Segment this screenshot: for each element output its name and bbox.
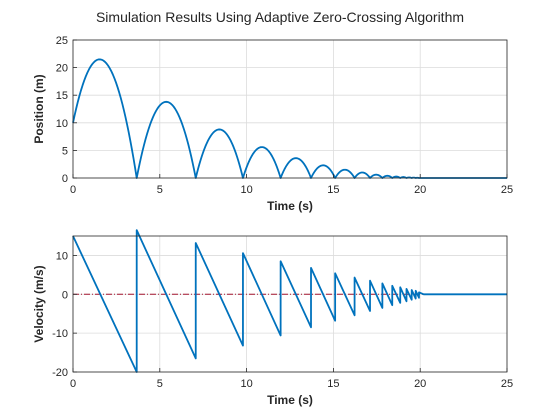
- x-tick-label: 15: [327, 184, 339, 196]
- velocity-axes-frame: [72, 235, 508, 373]
- y-tick-label: -20: [52, 367, 68, 379]
- x-tick-label: 5: [157, 184, 163, 196]
- velocity-line: [72, 229, 507, 373]
- position-x-axis-label: Time (s): [267, 199, 313, 213]
- x-tick-label: 5: [157, 378, 163, 390]
- y-tick-label: 10: [56, 250, 68, 262]
- x-tick-label: 25: [501, 378, 513, 390]
- velocity-y-axis-label: Velocity (m/s): [32, 265, 46, 342]
- y-tick-label: -10: [52, 328, 68, 340]
- x-tick-label: 20: [414, 378, 426, 390]
- x-tick-label: 10: [240, 378, 252, 390]
- velocity-subplot: 0 5 10 15 20 25 -20 -10 0 10 Time (s) Velocity (…: [32, 229, 513, 407]
- x-tick-label: 0: [70, 184, 76, 196]
- y-tick-label: 0: [62, 289, 68, 301]
- velocity-grid: [72, 236, 508, 373]
- y-tick-label: 5: [62, 145, 68, 157]
- position-y-ticks: 0 5 10 15 20 25: [56, 35, 77, 185]
- velocity-y-ticks: -20 -10 0 10: [52, 250, 77, 379]
- y-tick-label: 10: [56, 118, 68, 130]
- x-tick-label: 15: [327, 378, 339, 390]
- y-tick-label: 15: [56, 90, 68, 102]
- x-tick-label: 20: [414, 184, 426, 196]
- y-tick-label: 0: [62, 173, 68, 185]
- velocity-series: [72, 229, 507, 373]
- position-axes-frame: [72, 39, 508, 179]
- position-y-axis-label: Position (m): [32, 74, 46, 143]
- y-tick-label: 25: [56, 35, 68, 47]
- y-tick-label: 20: [56, 63, 68, 75]
- x-tick-label: 10: [240, 184, 252, 196]
- position-line: [72, 58, 507, 179]
- position-x-ticks: 0 5 10 15 20 25: [70, 174, 513, 196]
- position-series: [72, 58, 507, 179]
- x-tick-label: 25: [501, 184, 513, 196]
- velocity-x-ticks: 0 5 10 15 20 25: [70, 368, 513, 390]
- velocity-x-axis-label: Time (s): [267, 393, 313, 407]
- x-tick-label: 0: [70, 378, 76, 390]
- position-subplot: 0 5 10 15 20 25 0 5 10 15 20 25 Time (s) Position …: [32, 35, 513, 213]
- position-grid: [72, 39, 508, 179]
- chart-title: Simulation Results Using Adaptive Zero-C…: [96, 9, 464, 25]
